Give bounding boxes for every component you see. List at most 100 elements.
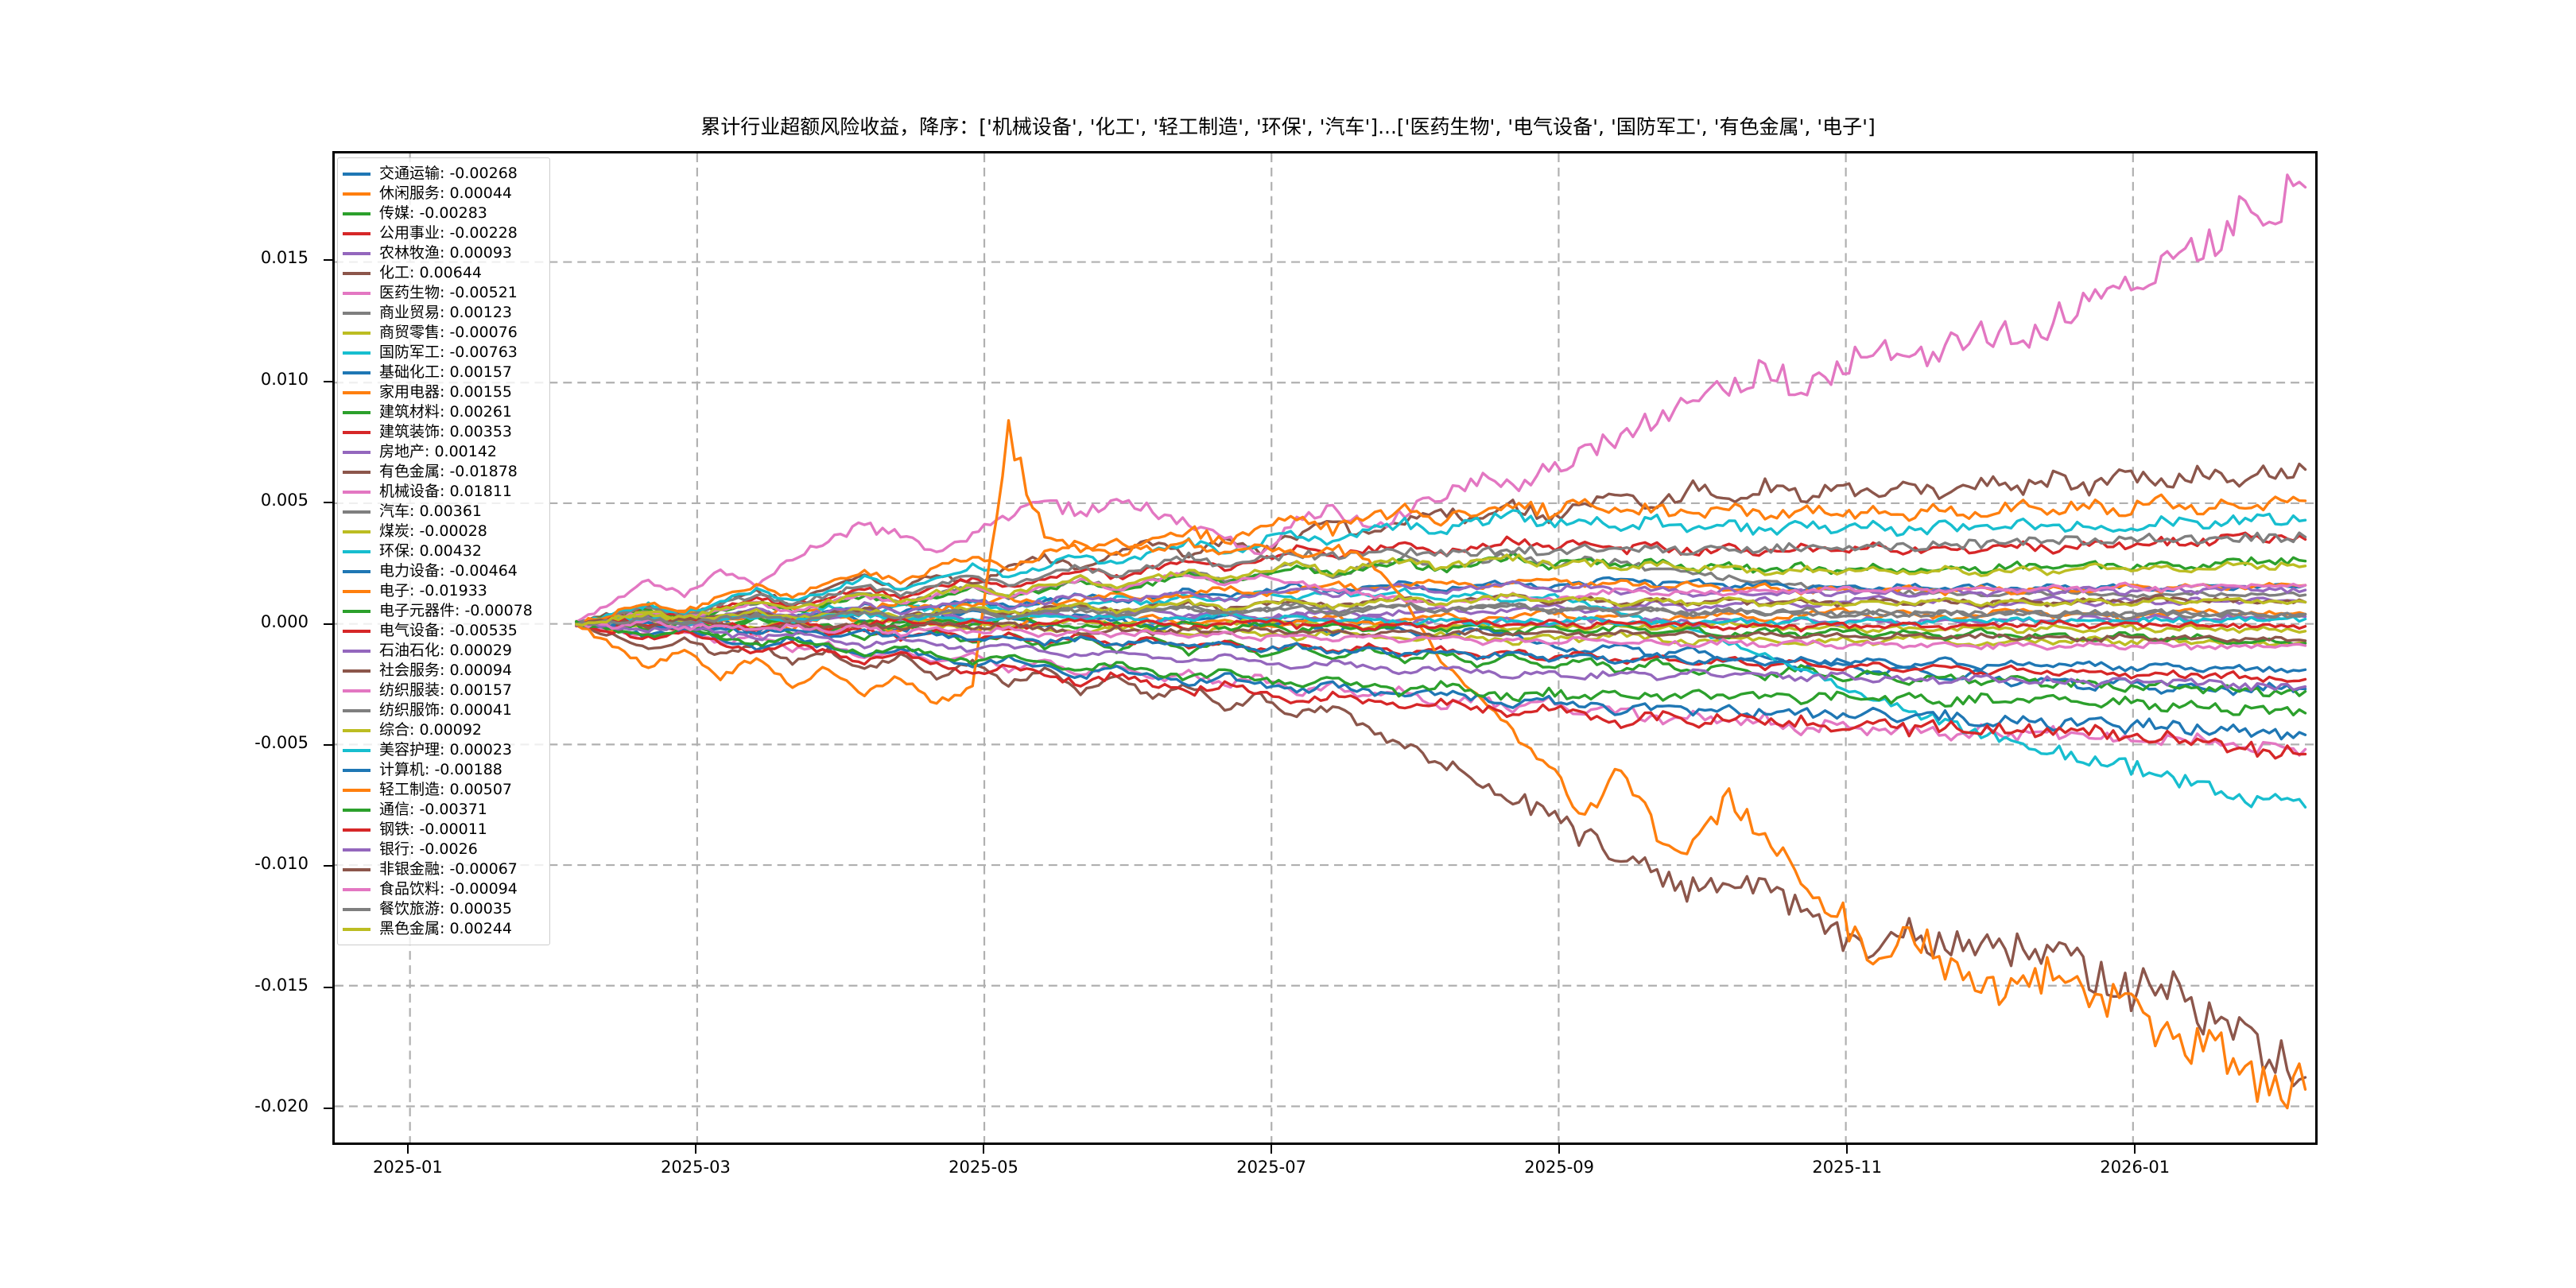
y-tick-mark <box>324 743 332 746</box>
legend-item-label: 美容护理: 0.00023 <box>379 741 513 758</box>
legend-item[interactable]: 医药生物: -0.00521 <box>343 283 543 303</box>
legend-item[interactable]: 机械设备: 0.01811 <box>343 482 543 502</box>
legend-item[interactable]: 国防军工: -0.00763 <box>343 343 543 363</box>
legend-item-label: 公用事业: -0.00228 <box>379 224 518 242</box>
series-line <box>575 618 2307 651</box>
legend-item-label: 机械设备: 0.01811 <box>379 483 513 500</box>
legend-item[interactable]: 黑色金属: 0.00244 <box>343 919 543 939</box>
legend-item[interactable]: 商贸零售: -0.00076 <box>343 323 543 343</box>
legend-item-label: 纺织服装: 0.00157 <box>379 681 513 699</box>
legend-item[interactable]: 农林牧渔: 0.00093 <box>343 243 543 263</box>
legend-item[interactable]: 有色金属: -0.01878 <box>343 462 543 482</box>
series-line <box>575 553 2307 627</box>
legend-item[interactable]: 轻工制造: 0.00507 <box>343 780 543 800</box>
legend-item[interactable]: 化工: 0.00644 <box>343 263 543 283</box>
legend-item[interactable]: 石油石化: 0.00029 <box>343 641 543 661</box>
legend-color-swatch <box>343 211 370 215</box>
y-tick-label: 0.015 <box>260 248 308 268</box>
legend-item-label: 黑色金属: 0.00244 <box>379 920 513 937</box>
legend-item-label: 电子元器件: -0.00078 <box>379 602 533 619</box>
series-line <box>575 173 2307 623</box>
legend-item-label: 食品饮料: -0.00094 <box>379 880 518 898</box>
legend-item-label: 农林牧渔: 0.00093 <box>379 244 513 262</box>
legend-item-label: 传媒: -0.00283 <box>379 204 487 222</box>
legend-item[interactable]: 休闲服务: 0.00044 <box>343 184 543 204</box>
legend-item[interactable]: 传媒: -0.00283 <box>343 204 543 223</box>
legend-item-label: 有色金属: -0.01878 <box>379 463 518 480</box>
legend-item[interactable]: 纺织服饰: 0.00041 <box>343 700 543 720</box>
legend-item[interactable]: 银行: -0.0026 <box>343 840 543 859</box>
legend-item-label: 汽车: 0.00361 <box>379 502 483 520</box>
y-tick-label: 0.000 <box>260 611 308 631</box>
legend-color-swatch <box>343 251 370 255</box>
y-tick-mark <box>324 865 332 867</box>
legend-item[interactable]: 综合: 0.00092 <box>343 720 543 740</box>
y-tick-label: 0.005 <box>260 491 308 510</box>
y-tick-label: -0.020 <box>254 1096 308 1116</box>
legend-item[interactable]: 食品饮料: -0.00094 <box>343 879 543 899</box>
x-tick-label: 2025-05 <box>949 1158 1018 1177</box>
legend-item[interactable]: 通信: -0.00371 <box>343 800 543 820</box>
legend-item[interactable]: 商业贸易: 0.00123 <box>343 303 543 323</box>
plot-area <box>332 151 2318 1145</box>
legend-item-label: 化工: 0.00644 <box>379 264 483 281</box>
legend-item[interactable]: 钢铁: -0.00011 <box>343 820 543 840</box>
legend-item[interactable]: 电子元器件: -0.00078 <box>343 601 543 621</box>
x-tick-mark <box>1271 1145 1273 1154</box>
legend-item[interactable]: 电力设备: -0.00464 <box>343 561 543 581</box>
x-tick-label: 2025-09 <box>1524 1158 1595 1177</box>
legend-item[interactable]: 非银金融: -0.00067 <box>343 859 543 879</box>
x-tick-label: 2025-07 <box>1236 1158 1306 1177</box>
legend-color-swatch <box>343 569 370 573</box>
legend-color-swatch <box>343 510 370 514</box>
y-tick-mark <box>324 259 332 262</box>
x-tick-label: 2025-01 <box>373 1158 443 1177</box>
legend-item-label: 社会服务: 0.00094 <box>379 661 513 679</box>
legend-item-label: 综合: 0.00092 <box>379 721 483 739</box>
series-lines <box>575 173 2307 1110</box>
legend-item[interactable]: 电子: -0.01933 <box>343 581 543 601</box>
legend-item-label: 家用电器: 0.00155 <box>379 383 513 401</box>
legend-item[interactable]: 环保: 0.00432 <box>343 541 543 561</box>
legend[interactable]: 交通运输: -0.00268 休闲服务: 0.00044 传媒: -0.00283 公… <box>337 157 550 945</box>
legend-item[interactable]: 纺织服装: 0.00157 <box>343 681 543 700</box>
legend-item[interactable]: 建筑材料: 0.00261 <box>343 402 543 422</box>
x-tick-mark <box>2134 1145 2136 1154</box>
y-tick-label: 0.010 <box>260 369 308 389</box>
legend-item[interactable]: 社会服务: 0.00094 <box>343 661 543 681</box>
legend-color-swatch <box>343 708 370 712</box>
series-line <box>575 619 2307 717</box>
legend-item[interactable]: 煤炭: -0.00028 <box>343 522 543 541</box>
legend-item[interactable]: 公用事业: -0.00228 <box>343 223 543 243</box>
series-line <box>575 419 2307 1110</box>
legend-item-label: 建筑材料: 0.00261 <box>379 403 513 421</box>
legend-item[interactable]: 建筑装饰: 0.00353 <box>343 422 543 442</box>
legend-color-swatch <box>343 848 370 852</box>
legend-item[interactable]: 美容护理: 0.00023 <box>343 740 543 760</box>
legend-item[interactable]: 餐饮旅游: 0.00035 <box>343 899 543 919</box>
legend-item-label: 交通运输: -0.00268 <box>379 165 518 182</box>
legend-color-swatch <box>343 748 370 752</box>
series-line <box>575 620 2307 1088</box>
legend-item[interactable]: 电气设备: -0.00535 <box>343 621 543 641</box>
y-tick-mark <box>324 986 332 988</box>
legend-color-swatch <box>343 808 370 812</box>
legend-color-swatch <box>343 530 370 533</box>
legend-color-swatch <box>343 331 370 335</box>
legend-color-swatch <box>343 390 370 394</box>
legend-item[interactable]: 家用电器: 0.00155 <box>343 382 543 402</box>
legend-item[interactable]: 基础化工: 0.00157 <box>343 363 543 382</box>
legend-item-label: 建筑装饰: 0.00353 <box>379 423 513 440</box>
x-tick-label: 2025-11 <box>1812 1158 1883 1177</box>
legend-item[interactable]: 计算机: -0.00188 <box>343 760 543 780</box>
legend-item[interactable]: 交通运输: -0.00268 <box>343 164 543 184</box>
legend-color-swatch <box>343 927 370 931</box>
x-tick-mark <box>983 1145 985 1154</box>
legend-item[interactable]: 房地产: 0.00142 <box>343 442 543 462</box>
legend-color-swatch <box>343 669 370 673</box>
legend-color-swatch <box>343 410 370 414</box>
legend-item[interactable]: 汽车: 0.00361 <box>343 502 543 522</box>
x-tick-mark <box>694 1145 696 1154</box>
legend-color-swatch <box>343 768 370 772</box>
